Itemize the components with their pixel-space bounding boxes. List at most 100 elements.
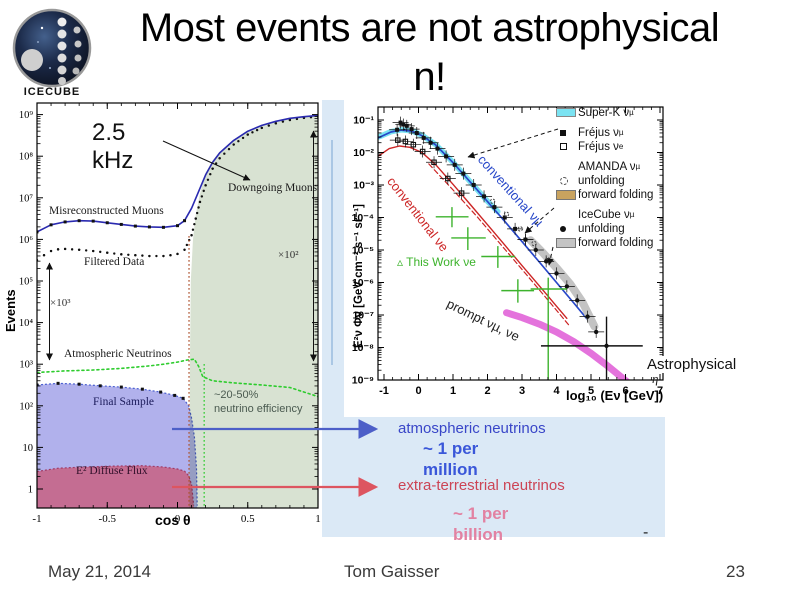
svg-text:1: 1 — [28, 485, 33, 496]
footer-author: Tom Gaisser — [344, 562, 440, 581]
series-conventional-e-dashed — [428, 163, 570, 326]
neutrino-efficiency-label: ~20-50% neutrino efficiency — [214, 389, 303, 416]
slide-title: Most events are not astrophysical n! — [60, 4, 799, 102]
legend-label: unfolding — [578, 174, 625, 187]
cyan-band-swatch — [556, 108, 578, 117]
diffuse-flux-label: E² Diffuse Flux — [76, 465, 148, 477]
svg-text:10²: 10² — [19, 401, 33, 412]
filled-circle-marker — [556, 225, 578, 232]
icecube-logo — [12, 8, 92, 100]
scale-factor-left-label: ×10³ — [50, 297, 71, 309]
legend-label: forward folding — [578, 236, 654, 249]
final-sample-label: Final Sample — [93, 396, 155, 408]
blue-panel-background — [344, 417, 665, 537]
svg-text:10⁻¹: 10⁻¹ — [353, 115, 374, 127]
dotted-circle-marker — [556, 176, 578, 185]
footer-date: May 21, 2014 — [48, 562, 152, 581]
svg-text:10³: 10³ — [19, 360, 33, 371]
svg-text:10⁴: 10⁴ — [19, 318, 34, 329]
atmospheric-neutrinos-label: Atmospheric Neutrinos — [64, 348, 172, 360]
icecube-logo-text: IceCube — [23, 86, 81, 98]
left-chart-xlabel: cos θ — [155, 512, 191, 528]
svg-text:7: 7 — [657, 385, 663, 397]
legend-label: AMANDA ν — [578, 160, 636, 173]
svg-text:10⁵: 10⁵ — [19, 277, 34, 288]
right-chart-ylabel: E²ν Φν [GeV cm⁻² s⁻¹ sr⁻¹] — [353, 204, 365, 348]
svg-text:10: 10 — [23, 443, 34, 454]
one-per-billion-callout: ~ 1 per billion — [453, 504, 509, 545]
misreconstructed-muons-label: Misreconstructed Muons — [49, 205, 164, 217]
legend-label: Fréjus ν — [578, 140, 619, 153]
svg-text:10⁻⁴: 10⁻⁴ — [352, 212, 374, 224]
svg-text:10⁻³: 10⁻³ — [353, 180, 374, 192]
svg-text:6: 6 — [622, 385, 628, 397]
downgoing-muons-label: Downgoing Muons — [228, 182, 318, 194]
legend-label: forward folding — [578, 188, 654, 201]
icecube-logo-graphic — [12, 8, 92, 88]
legend-label: IceCube ν — [578, 208, 630, 221]
legend-item-amanda-unfolding: unfolding — [556, 174, 653, 187]
astrophysical-label: Astrophysical — [645, 356, 739, 373]
right-chart-xlabel: log₁₀ (Eν [GeV]) — [566, 388, 664, 403]
slide-title-line2: n! — [413, 54, 446, 99]
svg-text:-1: -1 — [32, 513, 41, 525]
svg-text:0.5: 0.5 — [241, 513, 255, 525]
series-fr-jus-icecube — [389, 116, 534, 246]
filled-square-marker — [556, 129, 578, 136]
gray-band-swatch — [556, 237, 578, 248]
series-misreconstructed-muons — [37, 114, 318, 234]
svg-text:3: 3 — [519, 385, 525, 397]
series-icecube-forward-folding — [526, 236, 599, 331]
svg-text:-1: -1 — [379, 385, 389, 397]
svg-text:10⁻⁸: 10⁻⁸ — [352, 342, 374, 354]
svg-text:10⁷: 10⁷ — [19, 193, 34, 204]
stray-eta-glyph: η — [652, 371, 659, 386]
tan-band-swatch — [556, 189, 578, 200]
rate-annotation: 2.5 kHz — [92, 119, 134, 175]
svg-text:1: 1 — [450, 385, 456, 397]
series-prompt-e — [503, 309, 631, 380]
filtered-data-label: Filtered Data — [84, 256, 145, 268]
blue-strip-background — [322, 100, 344, 537]
legend-item-icecube-forward: forward folding — [556, 236, 653, 249]
svg-text:10⁻⁹: 10⁻⁹ — [352, 375, 374, 387]
legend-item-icecube-unfolding: unfolding — [556, 222, 653, 235]
svg-text:4: 4 — [553, 385, 560, 397]
svg-text:0: 0 — [175, 513, 181, 525]
scale-factor-right-label: ×10² — [278, 249, 299, 261]
atmospheric-neutrinos-callout: atmospheric neutrinos — [398, 420, 546, 437]
svg-text:10⁹: 10⁹ — [19, 110, 34, 121]
svg-text:10⁻⁶: 10⁻⁶ — [352, 277, 374, 289]
series-downgoing-muons — [189, 115, 318, 508]
open-square-marker — [556, 143, 578, 150]
legend-label: Fréjus ν — [578, 126, 619, 139]
this-work-label: ▵ This Work νe — [397, 255, 476, 269]
legend-label: unfolding — [578, 222, 625, 235]
left-chart-ylabel: Events — [3, 289, 18, 332]
svg-text:10⁸: 10⁸ — [19, 152, 34, 163]
svg-text:-0.5: -0.5 — [99, 513, 117, 525]
extraterrestrial-neutrinos-callout: extra-terrestrial neutrinos — [398, 477, 565, 494]
one-per-million-callout: ~ 1 per million — [423, 439, 479, 480]
svg-text:2: 2 — [484, 385, 490, 397]
legend-item-amanda-forward: forward folding — [556, 188, 653, 201]
legend-label: Super-K ν — [578, 106, 630, 119]
svg-text:10⁶: 10⁶ — [19, 235, 34, 246]
stray-dash-glyph: - — [643, 524, 649, 541]
series-atmospheric-neutrinos — [37, 358, 318, 398]
zenith-events-chart: 1 10 10² 10³ 10⁴ 10⁵ 10⁶ 10⁷ 10⁸ 10⁹ -1 -0.5 0 0.5 1 — [19, 102, 321, 525]
svg-text:5: 5 — [588, 385, 594, 397]
svg-text:10⁻²: 10⁻² — [353, 147, 374, 159]
svg-text:1: 1 — [315, 513, 321, 525]
series-highest-energy-point — [540, 316, 643, 380]
slide-title-line1: Most events are not astrophysical — [139, 6, 720, 50]
svg-text:0: 0 — [415, 385, 421, 397]
blue-strip-divider — [331, 140, 333, 365]
svg-text:10⁻⁵: 10⁻⁵ — [352, 245, 374, 257]
